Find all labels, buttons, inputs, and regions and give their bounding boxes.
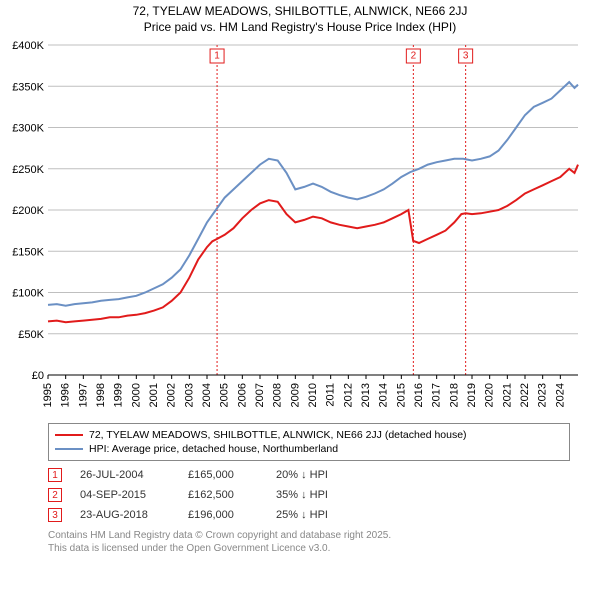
legend-swatch [55,448,83,450]
svg-text:2001: 2001 [148,383,160,407]
svg-text:£50K: £50K [18,329,44,341]
svg-text:2009: 2009 [289,383,301,407]
svg-text:2005: 2005 [219,383,231,407]
footer-attribution: Contains HM Land Registry data © Crown c… [48,529,570,555]
svg-text:2: 2 [411,51,417,62]
event-pct: 25% ↓ HPI [276,509,376,521]
event-marker-box: 1 [48,468,62,482]
svg-text:2020: 2020 [484,383,496,407]
svg-text:2014: 2014 [378,383,390,407]
event-price: £196,000 [188,509,258,521]
event-table: 1 26-JUL-2004 £165,000 20% ↓ HPI 2 04-SEP-201… [48,465,570,525]
svg-text:2004: 2004 [201,383,213,407]
legend-item: 72, TYELAW MEADOWS, SHILBOTTLE, ALNWICK,… [55,428,563,442]
svg-text:2023: 2023 [537,383,549,407]
plot-area: £0 £50K £100K £150K £200K £250K £300K £350K £400… [0,37,600,417]
svg-text:2024: 2024 [554,383,566,407]
svg-text:2012: 2012 [342,383,354,407]
event-date: 26-JUL-2004 [80,469,170,481]
svg-text:3: 3 [463,51,469,62]
title-line-2: Price paid vs. HM Land Registry's House … [0,20,600,36]
svg-text:2018: 2018 [448,383,460,407]
svg-text:2002: 2002 [166,383,178,407]
svg-text:2017: 2017 [431,383,443,407]
svg-text:1997: 1997 [77,383,89,407]
event-price: £162,500 [188,489,258,501]
event-marker-box: 2 [48,488,62,502]
legend-item: HPI: Average price, detached house, Nort… [55,442,563,456]
event-row: 3 23-AUG-2018 £196,000 25% ↓ HPI [48,505,570,525]
svg-text:£250K: £250K [12,164,44,176]
svg-text:2010: 2010 [307,383,319,407]
event-row: 2 04-SEP-2015 £162,500 35% ↓ HPI [48,485,570,505]
event-pct: 20% ↓ HPI [276,469,376,481]
svg-text:2008: 2008 [272,383,284,407]
legend: 72, TYELAW MEADOWS, SHILBOTTLE, ALNWICK,… [48,423,570,461]
event-date: 04-SEP-2015 [80,489,170,501]
svg-text:£300K: £300K [12,123,44,135]
svg-text:£400K: £400K [12,40,44,52]
svg-text:£0: £0 [32,370,44,382]
svg-text:2019: 2019 [466,383,478,407]
svg-text:2006: 2006 [236,383,248,407]
chart-container: 72, TYELAW MEADOWS, SHILBOTTLE, ALNWICK,… [0,0,600,555]
event-pct: 35% ↓ HPI [276,489,376,501]
legend-swatch [55,434,83,436]
chart-titles: 72, TYELAW MEADOWS, SHILBOTTLE, ALNWICK,… [0,0,600,37]
svg-text:1: 1 [214,51,220,62]
svg-text:1998: 1998 [95,383,107,407]
series-hpi [48,82,578,306]
event-date: 23-AUG-2018 [80,509,170,521]
svg-text:1999: 1999 [113,383,125,407]
footer-line-2: This data is licensed under the Open Gov… [48,542,570,555]
svg-text:2013: 2013 [360,383,372,407]
event-row: 1 26-JUL-2004 £165,000 20% ↓ HPI [48,465,570,485]
event-marker-box: 3 [48,508,62,522]
svg-text:2021: 2021 [501,383,513,407]
svg-text:2016: 2016 [413,383,425,407]
footer-line-1: Contains HM Land Registry data © Crown c… [48,529,570,542]
svg-text:2015: 2015 [395,383,407,407]
svg-text:2011: 2011 [325,383,337,407]
legend-label: HPI: Average price, detached house, Nort… [89,443,338,455]
line-chart-svg: £0 £50K £100K £150K £200K £250K £300K £350K £400… [0,37,600,417]
svg-text:£200K: £200K [12,205,44,217]
svg-text:1996: 1996 [60,383,72,407]
svg-text:£100K: £100K [12,288,44,300]
series-property [48,165,578,323]
svg-text:1995: 1995 [42,383,54,407]
svg-text:£150K: £150K [12,246,44,258]
legend-label: 72, TYELAW MEADOWS, SHILBOTTLE, ALNWICK,… [89,429,467,441]
event-price: £165,000 [188,469,258,481]
svg-text:2003: 2003 [183,383,195,407]
svg-text:2000: 2000 [130,383,142,407]
svg-text:£350K: £350K [12,81,44,93]
svg-text:2007: 2007 [254,383,266,407]
title-line-1: 72, TYELAW MEADOWS, SHILBOTTLE, ALNWICK,… [0,4,600,20]
svg-text:2022: 2022 [519,383,531,407]
